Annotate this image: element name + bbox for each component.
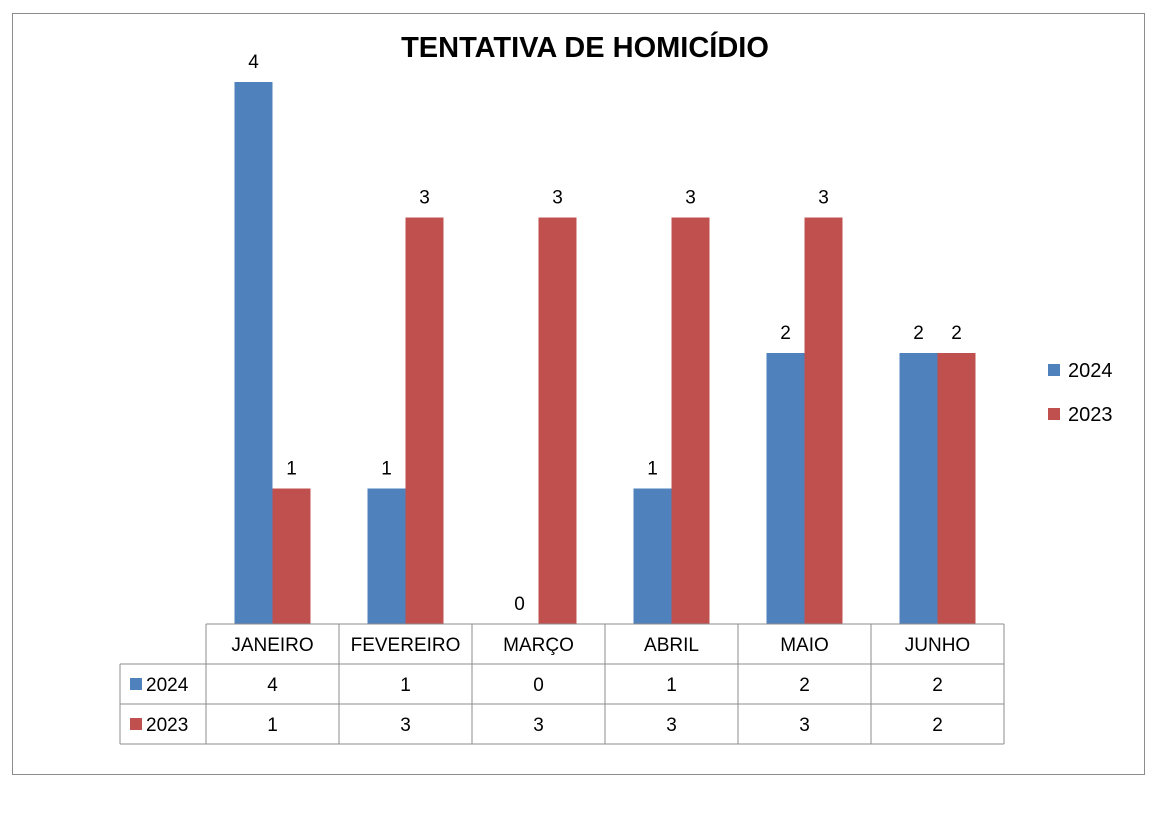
bar-2024-fevereiro [367,488,406,624]
data-label-2023-abril: 3 [685,188,696,209]
data-label-2023-junho: 2 [951,323,962,344]
bar-2023-abril [671,217,710,624]
table-cell-2024-fevereiro: 1 [400,675,411,696]
table-swatch-2024 [130,678,142,690]
bar-2023-março [538,217,577,624]
category-label-junho: JUNHO [905,635,970,656]
chart-title: TENTATIVA DE HOMICÍDIO [401,30,769,64]
data-labels-group: 4 1 1 3 0 3 1 3 2 3 2 2 [248,52,962,615]
legend: 2024 2023 [1048,360,1113,426]
data-label-2023-maio: 3 [818,188,829,209]
data-label-2023-fevereiro: 3 [419,188,430,209]
table-cell-2023-junho: 2 [932,715,943,736]
legend-label-2023: 2023 [1068,404,1113,426]
legend-swatch-2024 [1048,364,1060,376]
table-cell-2024-janeiro: 4 [267,675,278,696]
table-cell-2024-maio: 2 [799,675,810,696]
bar-2023-junho [937,353,976,624]
table-cell-2024-março: 0 [533,675,544,696]
legend-label-2024: 2024 [1068,360,1113,382]
category-label-janeiro: JANEIRO [231,635,313,656]
bar-2024-junho [899,353,938,624]
table-swatch-2023 [130,718,142,730]
data-label-2024-fevereiro: 1 [381,459,392,480]
bar-2024-janeiro [234,82,273,624]
category-label-março: MARÇO [503,635,574,656]
table-cell-2023-fevereiro: 3 [400,715,411,736]
data-label-2024-junho: 2 [913,323,924,344]
bar-2023-fevereiro [405,217,444,624]
data-label-2024-março: 0 [514,594,525,615]
data-label-2024-abril: 1 [647,459,658,480]
bar-2023-maio [804,217,843,624]
data-label-2023-janeiro: 1 [286,459,297,480]
bars-group [234,82,976,624]
bar-2024-maio [766,353,805,624]
data-label-2023-março: 3 [552,188,563,209]
data-label-2024-maio: 2 [780,323,791,344]
table-row-label-2024: 2024 [146,675,189,696]
table-cell-2023-janeiro: 1 [267,715,278,736]
category-label-fevereiro: FEVEREIRO [351,635,461,656]
table-cell-2024-junho: 2 [932,675,943,696]
legend-swatch-2023 [1048,408,1060,420]
data-table: JANEIRO FEVEREIRO MARÇO ABRIL MAIO JUNHO 2024 4… [119,623,1005,745]
data-label-2024-janeiro: 4 [248,52,259,73]
bar-2024-abril [633,488,672,624]
bar-2023-janeiro [272,488,311,624]
category-label-abril: ABRIL [644,635,699,656]
table-cell-2024-abril: 1 [666,675,677,696]
table-cell-2023-março: 3 [533,715,544,736]
table-cell-2023-maio: 3 [799,715,810,736]
table-cell-2023-abril: 3 [666,715,677,736]
category-label-maio: MAIO [780,635,829,656]
table-row-label-2023: 2023 [146,715,188,736]
